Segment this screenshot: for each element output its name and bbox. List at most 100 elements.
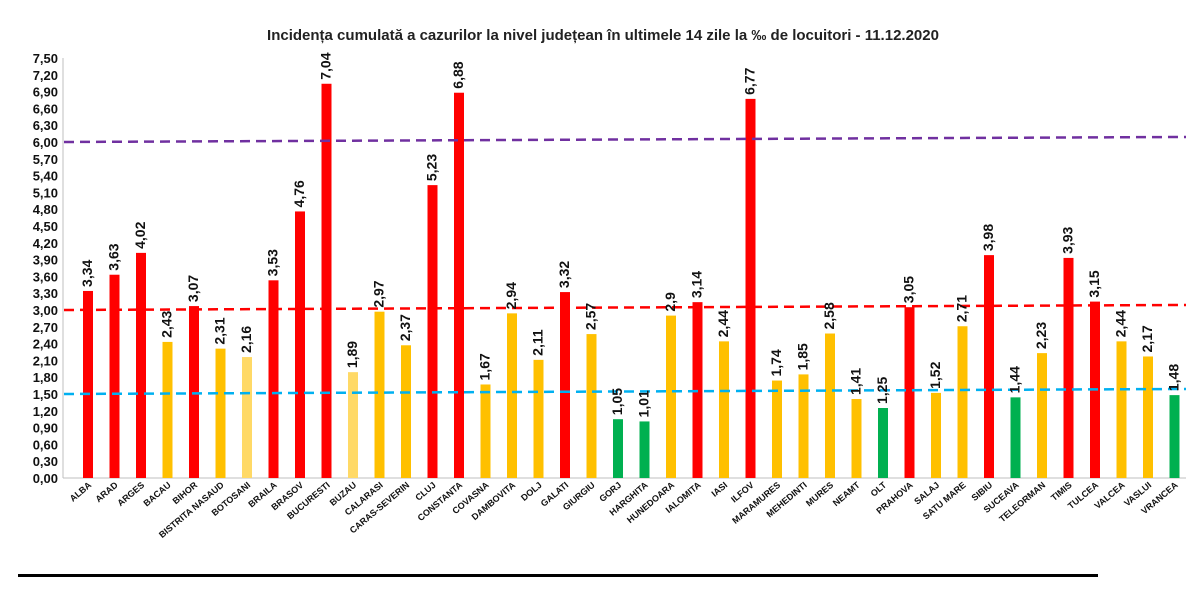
bar — [851, 399, 862, 478]
y-tick-label: 0,60 — [33, 437, 58, 452]
y-tick-label: 5,70 — [33, 152, 58, 167]
x-tick-label: BACAU — [141, 480, 172, 509]
bars — [83, 83, 1180, 478]
bar — [639, 421, 650, 478]
bar — [957, 326, 968, 478]
y-tick-label: 7,50 — [33, 51, 58, 66]
bar — [798, 374, 809, 478]
data-label: 1,89 — [344, 341, 360, 368]
data-label: 1,05 — [609, 388, 625, 415]
x-tick-label: ARGES — [115, 480, 146, 508]
data-label: 6,77 — [742, 67, 758, 94]
y-tick-label: 3,00 — [33, 303, 58, 318]
y-tick-label: 2,70 — [33, 320, 58, 335]
y-tick-label: 3,90 — [33, 253, 58, 268]
bar — [83, 290, 93, 478]
data-label: 1,74 — [768, 349, 784, 376]
y-tick-label: 0,00 — [33, 471, 58, 486]
bar — [825, 333, 835, 478]
bar — [162, 341, 173, 478]
y-tick-label: 4,80 — [33, 202, 58, 217]
data-labels: 3,34 3,63 4,02 2,43 3,07 2,31 2,16 3,53 4,76 7,04… — [79, 52, 1182, 417]
data-label: 6,88 — [450, 61, 466, 88]
bar — [242, 357, 252, 478]
data-label: 3,32 — [556, 261, 572, 288]
y-tick-label: 7,20 — [33, 68, 58, 83]
data-label: 4,76 — [291, 180, 307, 207]
data-label: 2,11 — [530, 329, 546, 356]
x-tick-label: IASI — [709, 480, 729, 499]
bar — [109, 274, 120, 478]
y-tick-label: 3,60 — [33, 269, 58, 284]
data-label: 1,52 — [927, 361, 943, 388]
y-tick-label: 1,50 — [33, 387, 58, 402]
data-label: 2,97 — [371, 280, 387, 307]
x-tick-label: NEAMT — [831, 480, 862, 509]
x-tick-label: TELEORMAN — [997, 480, 1047, 524]
bar — [772, 380, 782, 478]
bar — [374, 311, 385, 478]
data-label: 2,16 — [238, 326, 254, 353]
y-tick-label: 6,60 — [33, 101, 58, 116]
data-label: 2,71 — [954, 295, 970, 322]
chart-title: Incidența cumulată a cazurilor la nivel … — [267, 27, 939, 44]
data-label: 2,44 — [1113, 310, 1129, 337]
bar — [984, 255, 994, 478]
bar — [348, 372, 358, 478]
bar — [1143, 356, 1153, 478]
x-tick-label: ALBA — [68, 480, 94, 504]
reference-line — [63, 135, 1187, 144]
data-label: 3,07 — [185, 275, 201, 302]
bar — [215, 348, 226, 478]
y-tick-label: 0,90 — [33, 421, 58, 436]
bar — [427, 185, 438, 478]
bar — [560, 292, 570, 478]
y-tick-label: 1,20 — [33, 404, 58, 419]
data-label: 3,63 — [106, 243, 122, 270]
data-label: 2,31 — [212, 317, 228, 344]
data-label: 2,23 — [1033, 322, 1049, 349]
y-tick-label: 6,30 — [33, 118, 58, 133]
data-label: 7,04 — [318, 52, 334, 79]
y-tick-label: 0,30 — [33, 454, 58, 469]
data-label: 1,67 — [477, 353, 493, 380]
data-label: 1,01 — [636, 390, 652, 417]
data-label: 3,05 — [901, 276, 917, 303]
reference-line — [63, 387, 1187, 396]
y-tick-label: 5,40 — [33, 169, 58, 184]
bar — [878, 408, 888, 478]
data-label: 3,34 — [79, 259, 95, 286]
bar — [295, 211, 305, 478]
y-tick-label: 3,30 — [33, 286, 58, 301]
y-tick-label: 4,50 — [33, 219, 58, 234]
data-label: 1,44 — [1007, 366, 1023, 393]
y-tick-label: 6,00 — [33, 135, 58, 150]
bar — [613, 419, 623, 478]
data-label: 3,53 — [265, 249, 281, 276]
data-label: 2,37 — [397, 314, 413, 341]
bar — [904, 307, 915, 478]
footer-rule — [18, 574, 1098, 577]
bar — [1063, 257, 1074, 478]
data-label: 3,14 — [689, 271, 705, 298]
data-label: 1,25 — [874, 377, 890, 404]
data-label: 3,15 — [1086, 270, 1102, 297]
data-label: 1,85 — [795, 343, 811, 370]
reference-lines — [63, 135, 1187, 396]
data-label: 3,93 — [1060, 226, 1076, 253]
bar — [533, 359, 544, 478]
y-tick-labels: 0,00 0,30 0,600,90 1,20 1,50 1,80 2,102,40 2,70… — [33, 51, 58, 486]
data-label: 1,41 — [848, 368, 864, 395]
bar — [401, 345, 411, 478]
data-label: 2,58 — [821, 302, 837, 329]
x-tick-label: VALCEA — [1093, 480, 1128, 511]
x-tick-label: OLT — [869, 480, 889, 499]
data-label: 2,43 — [159, 310, 175, 337]
y-tick-label: 2,40 — [33, 337, 58, 352]
bar — [586, 334, 597, 478]
bar — [1010, 397, 1021, 478]
bar — [666, 315, 676, 478]
data-label: 3,98 — [980, 224, 996, 251]
